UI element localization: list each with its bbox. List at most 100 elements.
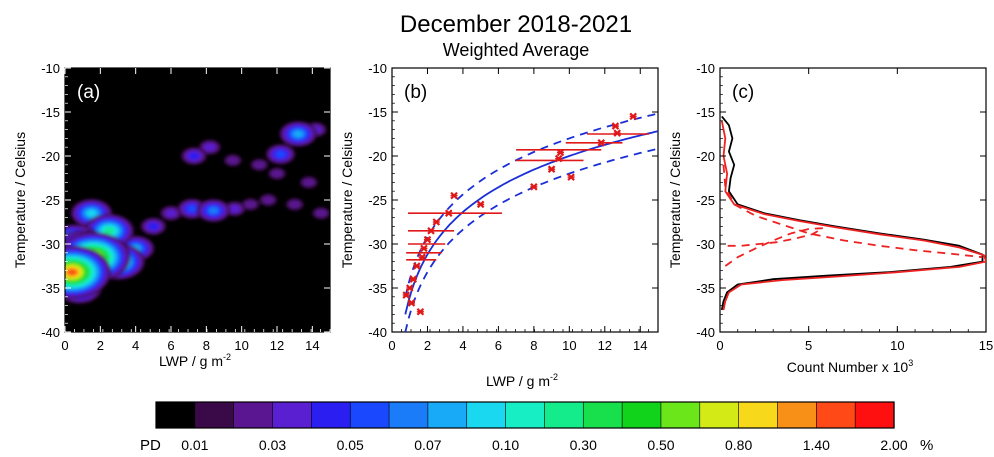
- panel-b-xtick-label: 6: [495, 338, 502, 353]
- panel-b-ylabel: Temperature / Celsius: [339, 132, 355, 268]
- panel-c-ytick-label: -25: [696, 193, 715, 208]
- panel-b-ytick-label: -30: [368, 237, 387, 252]
- colorbar-swatches: [155, 401, 895, 429]
- colorbar-swatch: [194, 401, 235, 429]
- heatmap-cell: [187, 205, 198, 213]
- colorbar-swatch: [660, 401, 701, 429]
- panel-c-xtick-label: 10: [890, 338, 904, 353]
- panel-c-xtick-label: 5: [805, 338, 812, 353]
- panel-b-xlabel-sup: -2: [550, 372, 558, 382]
- scatter-point: [407, 299, 416, 307]
- panel-c: 0 5 10 15 -10 -15 -20 -25 -30 -35 -40 (c) Temperat…: [667, 61, 993, 375]
- panel-b-frame: [391, 67, 659, 333]
- panel-a-ytick-label: -25: [41, 193, 60, 208]
- panel-c-ytick-label: -35: [696, 281, 715, 296]
- panel-b-xlabel: LWP / g m-2: [486, 372, 558, 389]
- scatter-point: [450, 191, 458, 200]
- panel-c-frame: [719, 67, 987, 333]
- scatter-point: [597, 139, 606, 147]
- scatter-point: [423, 235, 432, 244]
- panel-c-plot: [720, 115, 986, 311]
- colorbar-swatch: [621, 401, 662, 429]
- series-line-red-solid: [720, 120, 986, 311]
- scatter-point: [556, 148, 565, 157]
- heatmap-cell: [229, 205, 241, 213]
- panel-c-ytick-label: -10: [696, 61, 715, 76]
- colorbar-label: PD: [140, 437, 161, 454]
- panel-b-plot: [402, 112, 658, 332]
- panel-c-label: (c): [732, 82, 754, 103]
- panel-a-ylabel: Temperature / Celsius: [12, 132, 28, 268]
- panel-a-ytick-label: -20: [41, 149, 60, 164]
- panel-a-xtick-label: 14: [305, 338, 319, 353]
- colorbar-frame: [155, 401, 895, 429]
- panel-b-ytick-label: -25: [368, 193, 387, 208]
- heatmap-cell: [86, 210, 97, 217]
- scatter-point: [416, 307, 425, 316]
- panel-b-xtick-label: 10: [562, 338, 576, 353]
- panel-b-ytick-label: -15: [368, 105, 387, 120]
- panel-a-xtick-label: 8: [203, 338, 210, 353]
- heatmap-cell: [165, 209, 177, 217]
- colorbar-swatch: [777, 401, 817, 429]
- panel-c-axes: 0 5 10 15 -10 -15 -20 -25 -30 -35 -40: [696, 61, 993, 353]
- panel-b-ytick-label: -35: [368, 281, 387, 296]
- heatmap-cell: [104, 227, 114, 234]
- heatmap-cell: [148, 222, 159, 230]
- colorbar-tick-label: 0.80: [725, 437, 752, 453]
- scatter-point: [409, 275, 418, 283]
- scatter-point: [413, 262, 421, 270]
- panel-a-xtick-label: 12: [270, 338, 284, 353]
- scatter-point: [611, 122, 620, 130]
- scatter-point: [427, 227, 435, 235]
- panel-b-xlabel-main: LWP / g m: [486, 373, 550, 389]
- colorbar-swatch: [582, 401, 623, 429]
- heatmap-cell: [315, 209, 328, 218]
- panel-b-ytick-label: -40: [368, 325, 387, 340]
- colorbar-swatch: [505, 401, 546, 429]
- heatmap-cell: [244, 200, 257, 209]
- panel-b-xtick-label: 12: [598, 338, 612, 353]
- colorbar-swatch: [427, 401, 468, 429]
- panel-b-ytick-label: -10: [368, 61, 387, 76]
- panel-b-axes: 0 2 4 6 8 10 12 14 -10 -15 -20 -25 -30 -35 -40: [368, 61, 659, 353]
- scatter-point: [554, 154, 563, 163]
- panel-c-xlabel-sup: 3: [908, 358, 913, 368]
- panel-b-xtick-label: 4: [459, 338, 466, 353]
- heatmap-cell: [226, 156, 239, 165]
- panel-b-ytick-label: -20: [368, 149, 387, 164]
- panel-a-ytick-label: -15: [41, 105, 60, 120]
- colorbar-ticks: 0.01 0.03 0.05 0.07 0.10 0.30 0.50 0.80 1.40 2.00: [181, 437, 908, 453]
- heatmap-cell: [67, 269, 77, 276]
- panel-c-ytick-label: -15: [696, 105, 715, 120]
- colorbar-tick-label: 0.10: [492, 437, 519, 453]
- colorbar-swatch: [699, 401, 740, 429]
- series-line-red-dashed: [722, 164, 983, 259]
- colorbar: PD 0.01 0.03 0.05 0.07 0.10 0.30 0.50 0.80 1.40 2…: [140, 401, 933, 454]
- heatmap-cell: [208, 207, 219, 214]
- panel-c-ytick-label: -30: [696, 237, 715, 252]
- colorbar-swatch: [349, 401, 390, 429]
- scatter-point: [613, 129, 621, 137]
- heatmap-cell: [293, 130, 303, 138]
- panel-b-xtick-label: 8: [530, 338, 537, 353]
- scatter-point: [530, 183, 538, 191]
- colorbar-swatch: [155, 401, 196, 429]
- scatter-point: [405, 284, 414, 292]
- panel-a-xlabel-main: LWP / g m: [159, 353, 223, 369]
- scatter-point: [476, 200, 485, 209]
- colorbar-unit: %: [920, 437, 933, 454]
- heatmap-cell: [253, 160, 266, 169]
- scatter-point: [567, 173, 575, 181]
- scatter-point: [432, 218, 441, 226]
- panel-b-xtick-label: 2: [424, 338, 431, 353]
- scatter-point: [629, 112, 637, 121]
- colorbar-tick-label: 0.30: [570, 437, 597, 453]
- heatmap-cell: [275, 150, 286, 158]
- panel-c-xtick-label: 0: [716, 338, 723, 353]
- colorbar-swatch: [388, 401, 429, 429]
- panel-a-ytick-label: -30: [41, 237, 60, 252]
- series-line-red-dashed: [723, 227, 824, 267]
- heatmap-cell: [302, 178, 315, 187]
- panel-b: 0 2 4 6 8 10 12 14 -10 -15 -20 -25 -30 -35 -40 (b) Tem…: [339, 61, 659, 389]
